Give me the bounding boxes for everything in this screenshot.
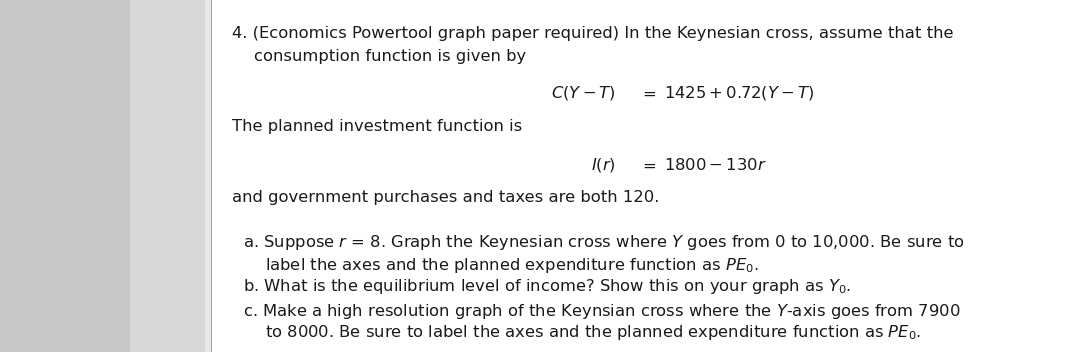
Text: $I(r)$: $I(r)$	[591, 156, 616, 175]
Bar	[130, 0, 205, 352]
Text: label the axes and the planned expenditure function as $PE_0$.: label the axes and the planned expenditu…	[265, 256, 758, 275]
Text: c. Make a high resolution graph of the Keynsian cross where the $Y$-axis goes fr: c. Make a high resolution graph of the K…	[243, 302, 960, 321]
Bar	[0, 0, 130, 352]
Text: and government purchases and taxes are both 120.: and government purchases and taxes are b…	[232, 190, 660, 205]
Text: 4. (Economics Powertool graph paper required) In the Keynesian cross, assume tha: 4. (Economics Powertool graph paper requ…	[232, 26, 954, 41]
Text: The planned investment function is: The planned investment function is	[232, 119, 523, 134]
Text: to 8000. Be sure to label the axes and the planned expenditure function as $PE_0: to 8000. Be sure to label the axes and t…	[265, 323, 921, 342]
Text: $1800 - 130r$: $1800 - 130r$	[664, 157, 767, 174]
Text: b. What is the equilibrium level of income? Show this on your graph as $Y_0$.: b. What is the equilibrium level of inco…	[243, 277, 851, 296]
Text: a. Suppose $r$ = 8. Graph the Keynesian cross where $Y$ goes from 0 to 10,000. B: a. Suppose $r$ = 8. Graph the Keynesian …	[243, 233, 964, 252]
Text: consumption function is given by: consumption function is given by	[254, 49, 526, 64]
Text: $=$: $=$	[639, 86, 657, 101]
Bar	[211, 0, 1080, 352]
Text: $1425 + 0. 72(Y - T)$: $1425 + 0. 72(Y - T)$	[664, 84, 814, 102]
Text: $=$: $=$	[639, 158, 657, 173]
Text: $C(Y - T)$: $C(Y - T)$	[551, 84, 616, 102]
